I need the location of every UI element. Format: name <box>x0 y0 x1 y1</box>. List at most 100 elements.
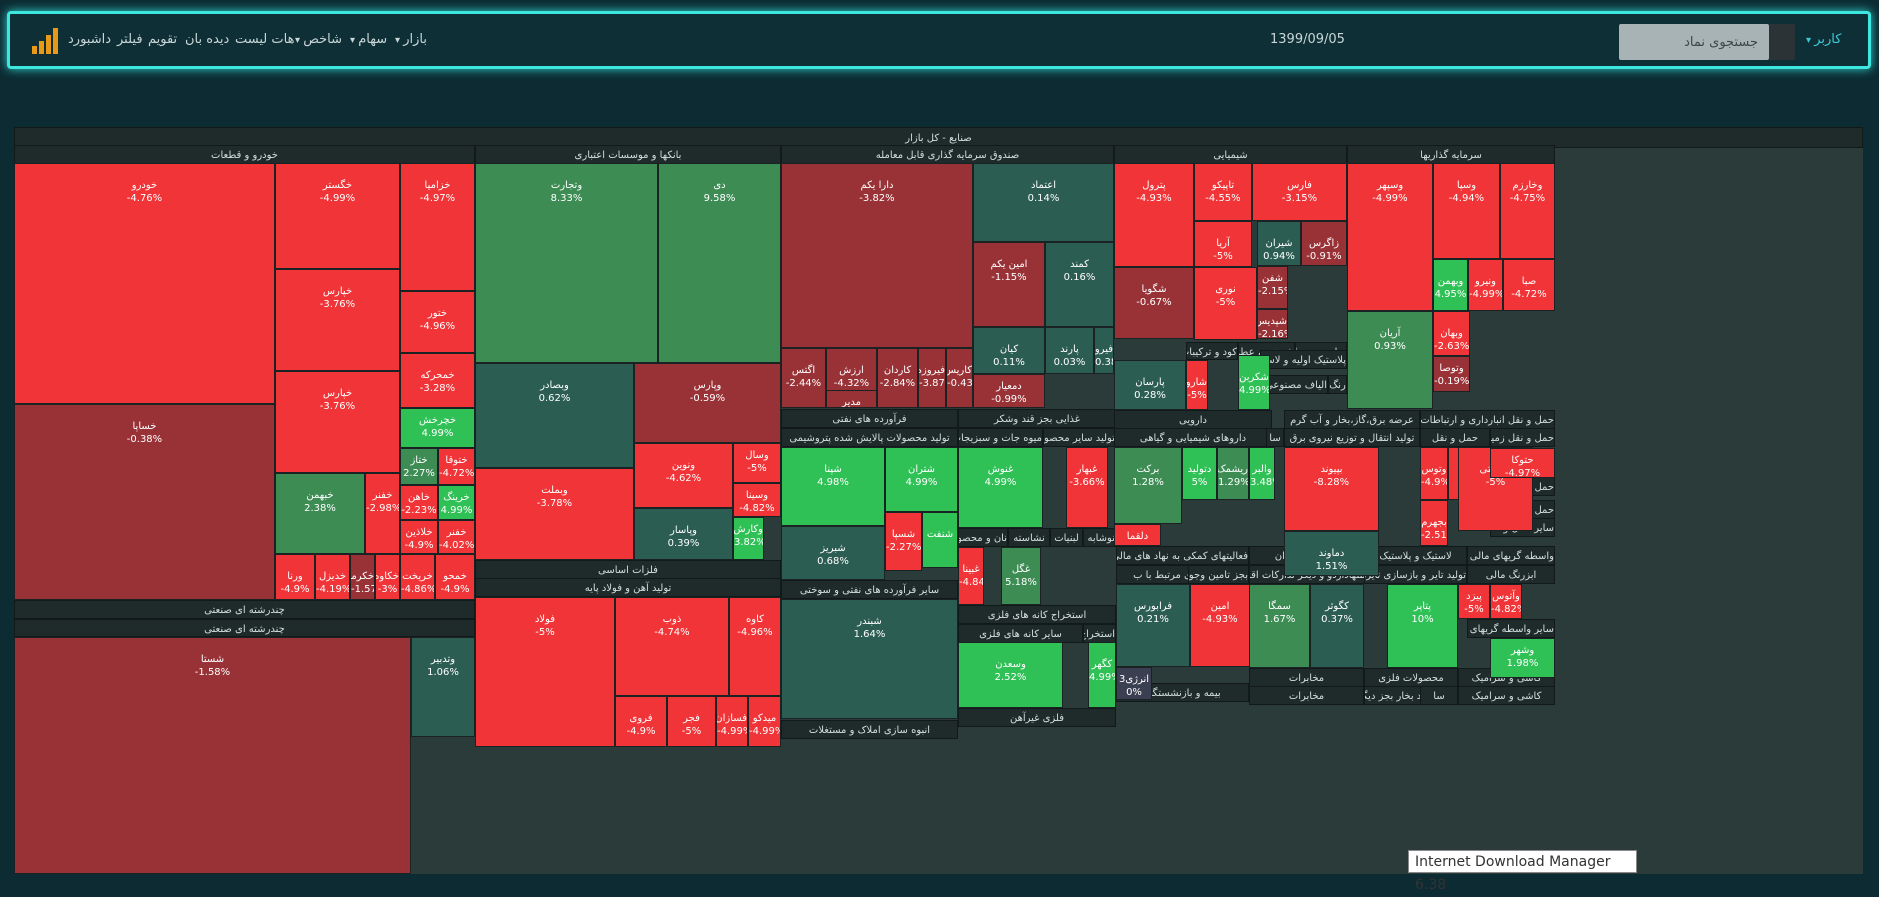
stock-tile[interactable]: شپدیس -2.16% <box>1257 309 1288 339</box>
stock-tile[interactable]: خلاذین -4.9% <box>400 520 438 554</box>
stock-tile[interactable]: وتجارت 8.33% <box>475 163 658 363</box>
stock-tile[interactable]: امین -4.93% <box>1190 584 1250 667</box>
stock-tile[interactable]: کیان 0.11% <box>973 327 1045 374</box>
stock-tile[interactable]: امین یکم -1.15% <box>973 242 1045 327</box>
nav-stock-dropdown[interactable]: سهام <box>350 14 387 66</box>
search-input[interactable] <box>1624 24 1764 60</box>
stock-tile[interactable]: نوری -5% <box>1194 267 1257 340</box>
stock-tile[interactable]: شپنا 4.98% <box>781 447 885 526</box>
stock-tile[interactable]: فروی -4.9% <box>615 696 667 747</box>
stock-tile[interactable]: وسال -5% <box>733 443 781 483</box>
stock-tile[interactable]: خکاوه -3% <box>375 554 400 600</box>
stock-tile[interactable]: زاگرس -0.91% <box>1301 221 1347 266</box>
stock-tile[interactable]: فیروزا 0.38% <box>1094 327 1114 374</box>
stock-tile[interactable]: وتوصا -0.19% <box>1433 356 1470 392</box>
stock-tile[interactable]: خفنر -2.98% <box>365 473 400 554</box>
bar-chart-icon[interactable] <box>30 25 62 55</box>
stock-tile[interactable]: ختاز 2.27% <box>400 448 438 485</box>
stock-tile[interactable]: خپارس -3.76% <box>275 371 400 473</box>
stock-tile[interactable]: آریا -5% <box>1194 221 1252 267</box>
nav-watchtower[interactable]: دیده بان <box>185 32 230 47</box>
stock-tile[interactable]: شنفت <box>922 512 958 568</box>
stock-tile[interactable]: خگستر -4.99% <box>275 163 400 269</box>
stock-tile[interactable]: میدکو -4.99% <box>748 696 781 747</box>
stock-tile[interactable]: ریشمک 1.29% <box>1217 447 1249 500</box>
stock-tile[interactable]: شفن -2.15% <box>1257 266 1288 309</box>
stock-tile[interactable]: خزامیا -4.97% <box>400 163 475 291</box>
stock-tile[interactable]: خدیزل -4.19% <box>315 554 350 600</box>
stock-tile[interactable]: دارا یکم -3.82% <box>781 163 973 348</box>
stock-tile[interactable]: پارند 0.03% <box>1045 327 1094 374</box>
stock-tile[interactable]: دلقما-4.99% <box>1114 524 1161 546</box>
stock-tile[interactable]: فولاد -5% <box>475 597 615 747</box>
stock-tile[interactable]: وآتوس -4.82% <box>1490 584 1522 619</box>
stock-tile[interactable]: پارسان 0.28% <box>1114 360 1186 410</box>
stock-tile[interactable]: دمعیار -0.99% <box>973 374 1045 408</box>
stock-tile[interactable]: فسازان -4.99% <box>716 696 748 747</box>
stock-tile[interactable]: خودرو -4.76% <box>14 163 275 404</box>
stock-tile[interactable]: خمحو -4.9% <box>435 554 475 600</box>
stock-tile[interactable]: دی 9.58% <box>658 163 781 363</box>
stock-tile[interactable]: دتولید 5% <box>1182 447 1217 500</box>
stock-tile[interactable]: وپاسار 0.39% <box>634 508 733 560</box>
stock-tile[interactable]: وسینا -4.82% <box>733 483 781 517</box>
stock-tile[interactable]: والبر 3.48% <box>1249 447 1275 500</box>
stock-tile[interactable]: غگل 5.18% <box>1001 547 1041 605</box>
stock-tile[interactable]: ختوقا -4.72% <box>438 448 475 485</box>
stock-tile[interactable]: وسپهر -4.99% <box>1347 163 1433 311</box>
search-button[interactable] <box>1769 24 1795 60</box>
stock-tile[interactable]: شکربن 4.99% <box>1238 355 1270 410</box>
nav-hotlist[interactable]: هات لیست <box>235 32 295 47</box>
stock-tile[interactable]: وبصادر 0.62% <box>475 363 634 468</box>
stock-tile[interactable]: دماوند 1.51% <box>1284 531 1379 576</box>
stock-tile[interactable]: خساپا -0.38% <box>14 404 275 600</box>
stock-tile[interactable]: وشهر 1.98% <box>1490 638 1555 678</box>
stock-tile[interactable]: سمگا 1.67% <box>1249 584 1310 668</box>
stock-tile[interactable]: پیزد -5% <box>1458 584 1490 619</box>
stock-tile[interactable]: فرابورس 0.21% <box>1116 584 1190 667</box>
stock-tile[interactable]: ختور -4.96% <box>400 291 475 353</box>
stock-tile[interactable]: مدیر-4.13% <box>826 390 877 408</box>
stock-tile[interactable]: کگوثر 0.37% <box>1310 584 1364 668</box>
stock-tile[interactable]: وکارش 3.82% <box>733 517 764 560</box>
stock-tile[interactable]: فجر -5% <box>667 696 716 747</box>
stock-tile[interactable]: ونیرو -4.99% <box>1468 259 1503 311</box>
stock-tile[interactable]: وتدبیر 1.06% <box>411 637 475 737</box>
stock-tile[interactable]: شیران 0.94% <box>1257 221 1301 266</box>
stock-tile[interactable]: بپیوند -8.28% <box>1284 447 1379 531</box>
stock-tile[interactable]: شبریز 0.68% <box>781 526 885 580</box>
stock-tile[interactable]: وبملت -3.78% <box>475 468 634 560</box>
stock-tile[interactable]: پترول -4.93% <box>1114 163 1194 267</box>
stock-tile[interactable]: کاریس -0.43% <box>946 348 973 408</box>
stock-tile[interactable]: ذوب -4.74% <box>615 597 729 696</box>
stock-tile[interactable]: خچرخش 4.99% <box>400 408 475 448</box>
stock-tile[interactable]: خاهن -2.23% <box>400 485 438 520</box>
stock-tile[interactable]: وسپا -4.94% <box>1433 163 1500 259</box>
nav-dashboard[interactable]: داشبورد <box>68 32 111 47</box>
stock-tile[interactable]: بجهرم -2.51% <box>1420 500 1448 546</box>
stock-tile[interactable]: شبندر 1.64% <box>781 599 958 719</box>
stock-tile[interactable]: کاوه -4.96% <box>729 597 781 696</box>
stock-tile[interactable]: پتاپر 10% <box>1387 584 1458 668</box>
stock-tile[interactable]: صبا -4.72% <box>1503 259 1555 311</box>
stock-tile[interactable]: انرژی3 0% <box>1116 667 1152 700</box>
stock-tile[interactable]: خفنر -4.02% <box>438 520 475 554</box>
stock-tile[interactable]: خمحرکه -3.28% <box>400 353 475 408</box>
stock-tile[interactable]: شستا -1.58% <box>14 637 411 874</box>
stock-tile[interactable]: وتوس -4.9% <box>1420 447 1448 500</box>
stock-tile[interactable]: فارس -3.15% <box>1252 163 1347 221</box>
stock-tile[interactable]: خریخت -4.86% <box>400 554 435 600</box>
stock-tile[interactable]: خکرمان -1.57% <box>350 554 375 600</box>
nav-filter[interactable]: فیلتر <box>117 32 143 47</box>
stock-tile[interactable]: وخارزم -4.75% <box>1500 163 1555 259</box>
stock-tile[interactable]: آریان 0.93% <box>1347 311 1433 409</box>
stock-tile[interactable]: غبینا -4.84% <box>958 547 984 605</box>
stock-tile[interactable]: کگهر 4.99% <box>1088 642 1116 708</box>
stock-tile[interactable]: شتران 4.99% <box>885 447 958 512</box>
stock-tile[interactable]: کاردان -2.84% <box>877 348 918 408</box>
stock-tile[interactable]: خپارس -3.76% <box>275 269 400 371</box>
nav-calendar[interactable]: تقویم <box>148 32 178 47</box>
nav-market-dropdown[interactable]: بازار <box>395 14 427 66</box>
stock-tile[interactable]: تاپیکو -4.55% <box>1194 163 1252 221</box>
stock-tile[interactable]: شسپا -2.27% <box>885 512 922 571</box>
